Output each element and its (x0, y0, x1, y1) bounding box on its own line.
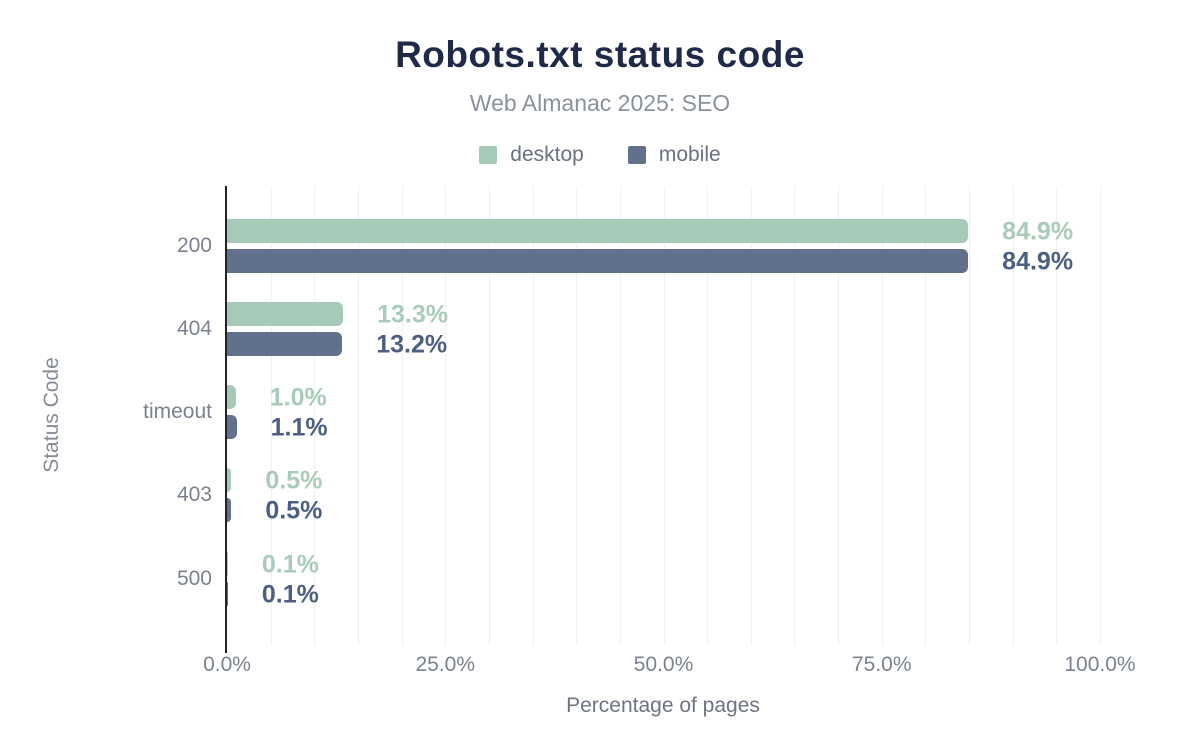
gridline (881, 186, 883, 645)
x-tick-0.0%: 0.0% (203, 653, 251, 676)
category-label-403: 403 (176, 483, 212, 507)
gridline (663, 186, 665, 645)
gridline (314, 186, 316, 645)
bar-mobile-500[interactable] (227, 581, 228, 606)
value-label-mobile-500: 0.1% (261, 580, 319, 608)
bar-desktop-200[interactable] (227, 218, 969, 243)
bar-mobile-200[interactable] (227, 248, 969, 273)
legend-label-desktop: desktop (510, 143, 584, 166)
value-label-desktop-200: 84.9% (1002, 217, 1074, 245)
legend: desktop mobile (0, 143, 1200, 167)
gridline (1056, 186, 1058, 645)
gridline (925, 186, 927, 645)
x-tick-50.0%: 50.0% (633, 653, 694, 676)
legend-label-mobile: mobile (658, 143, 721, 166)
gridline (794, 186, 796, 645)
category-label-404: 404 (176, 316, 212, 340)
gridline (532, 186, 534, 645)
gridline (576, 186, 578, 645)
gridline (619, 186, 621, 645)
value-label-desktop-500: 0.1% (261, 550, 319, 578)
chart-subtitle: Web Almanac 2025: SEO (469, 90, 731, 116)
gridline (707, 186, 709, 645)
plot-area: 200 84.9% 84.9% 404 13.3% 13.2% timeout 1.0% 1.1… (143, 186, 1136, 676)
value-label-mobile-200: 84.9% (1002, 247, 1074, 275)
category-label-timeout: timeout (143, 400, 212, 423)
gridline (1012, 186, 1014, 645)
legend-item-desktop[interactable]: desktop (479, 143, 584, 167)
value-label-desktop-404: 13.3% (377, 300, 448, 329)
value-label-mobile-timeout: 1.1% (270, 413, 328, 442)
bar-desktop-403[interactable] (227, 468, 232, 493)
gridline (969, 186, 971, 645)
x-tick-75.0%: 75.0% (851, 653, 912, 676)
mobile-swatch-icon (627, 146, 646, 164)
x-axis-title: Percentage of pages (566, 694, 760, 717)
bar-desktop-404[interactable] (227, 301, 344, 326)
bar-desktop-timeout[interactable] (227, 385, 236, 409)
legend-item-mobile[interactable]: mobile (627, 143, 721, 167)
value-label-desktop-timeout: 1.0% (269, 383, 327, 412)
desktop-swatch-icon (479, 146, 498, 164)
x-tick-25.0%: 25.0% (415, 653, 476, 676)
bar-mobile-403[interactable] (227, 498, 232, 523)
value-label-mobile-403: 0.5% (265, 496, 323, 525)
bar-desktop-500[interactable] (227, 551, 228, 576)
gridline (445, 186, 447, 645)
y-axis-title: Status Code (40, 357, 63, 473)
gridline (401, 186, 403, 645)
gridline (750, 186, 752, 645)
bar-mobile-timeout[interactable] (227, 415, 237, 439)
value-label-desktop-403: 0.5% (265, 466, 323, 495)
gridline (1100, 186, 1101, 645)
x-tick-100.0%: 100.0% (1064, 653, 1136, 676)
gridline (270, 186, 272, 645)
gridline (488, 186, 490, 645)
category-label-500: 500 (176, 566, 212, 590)
bar-mobile-404[interactable] (227, 331, 343, 356)
category-label-200: 200 (176, 233, 212, 257)
gridline (838, 186, 840, 645)
chart-title: Robots.txt status code (395, 34, 805, 75)
value-label-mobile-404: 13.2% (376, 330, 448, 359)
y-axis-line (225, 186, 227, 653)
gridline (357, 186, 359, 645)
